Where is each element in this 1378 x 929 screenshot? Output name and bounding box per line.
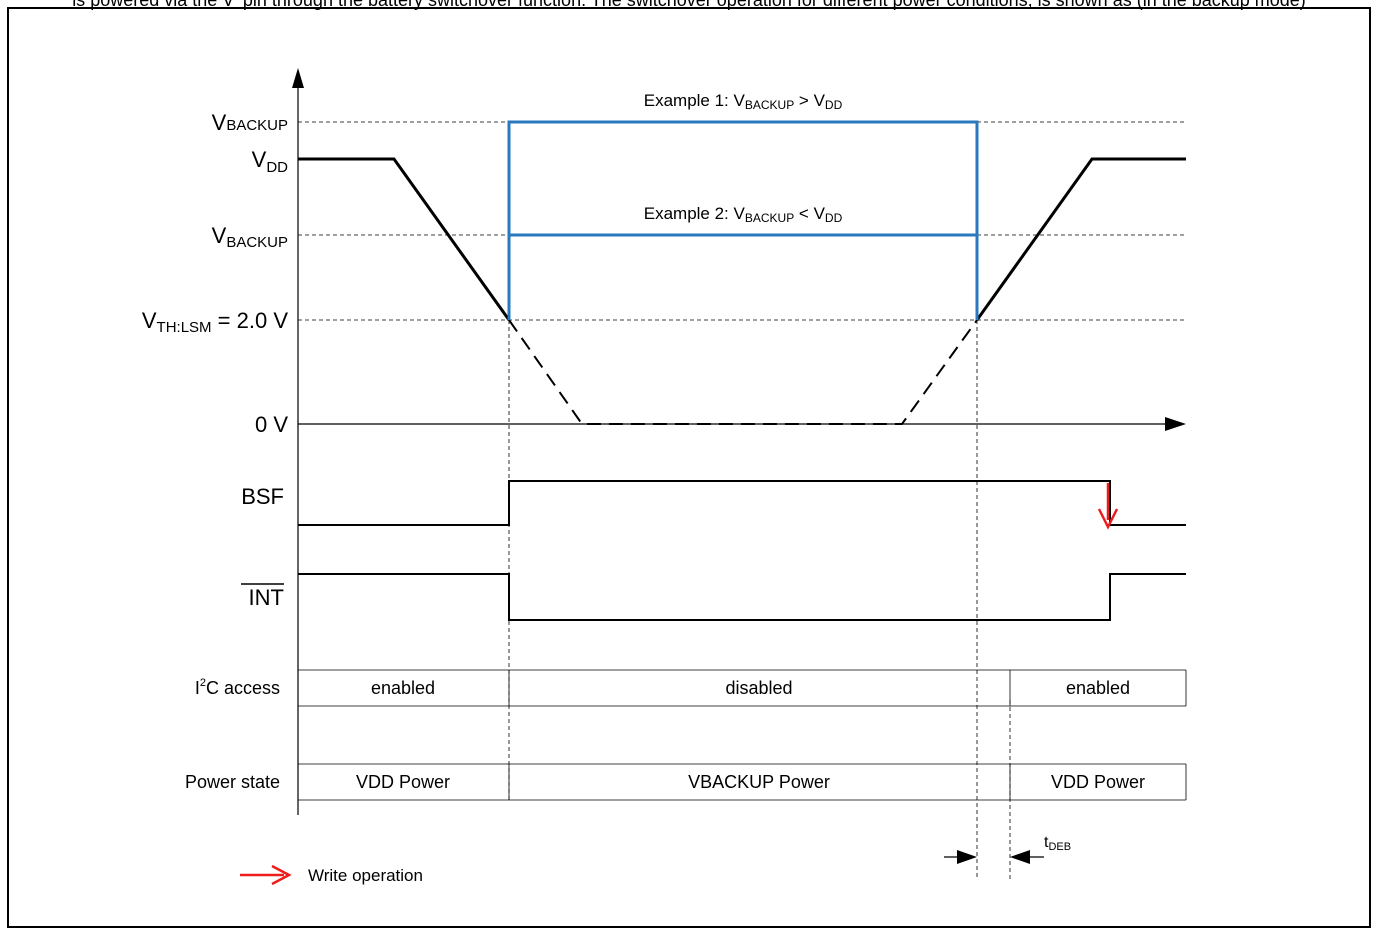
label-zero-volts: 0 V <box>255 412 288 437</box>
vdd-waveform-right <box>975 157 1186 321</box>
power-segment-vdd-1: VDD Power <box>356 772 450 792</box>
label-i2c-access: I2C access <box>195 677 280 698</box>
y-axis-arrow <box>292 68 304 88</box>
int-waveform <box>298 573 1186 621</box>
i2c-segment-enabled-1: enabled <box>371 678 435 698</box>
legend-write-operation: Write operation <box>308 866 423 885</box>
header-text-fragment: is powered via the V pin through the bat… <box>72 0 1306 10</box>
label-vbackup-low: VBACKUP <box>212 223 288 251</box>
power-segment-vbackup: VBACKUP Power <box>688 772 830 792</box>
vdd-waveform-left <box>298 157 511 321</box>
power-state-bar <box>298 763 1187 801</box>
i2c-segment-enabled-2: enabled <box>1066 678 1130 698</box>
label-int: INT <box>249 585 284 610</box>
label-vdd: VDD <box>252 147 289 176</box>
label-power-state: Power state <box>185 772 280 792</box>
x-axis-arrow <box>1165 417 1186 431</box>
label-bsf: BSF <box>241 484 284 509</box>
i2c-access-bar <box>298 669 1187 707</box>
label-tdeb: tDEB <box>1044 834 1071 853</box>
label-example2: Example 2: VBACKUP < VDD <box>644 204 843 225</box>
vbackup-example1-waveform <box>507 120 979 320</box>
tdeb-arrow-left-head <box>957 850 977 864</box>
bsf-waveform <box>298 480 1186 526</box>
label-example1: Example 1: VBACKUP > VDD <box>644 91 843 112</box>
label-vth: VTH:LSM = 2.0 V <box>142 308 288 336</box>
power-segment-vdd-2: VDD Power <box>1051 772 1145 792</box>
vdd-waveform-off <box>508 319 978 425</box>
write-arrow-head <box>1097 508 1119 530</box>
i2c-segment-disabled: disabled <box>725 678 792 698</box>
label-vbackup-high: VBACKUP <box>212 110 288 135</box>
vbackup-waveforms <box>507 120 979 320</box>
legend-arrow-head <box>271 864 292 886</box>
diagram-frame <box>7 7 1371 928</box>
tdeb-arrow-right-head <box>1010 850 1030 864</box>
